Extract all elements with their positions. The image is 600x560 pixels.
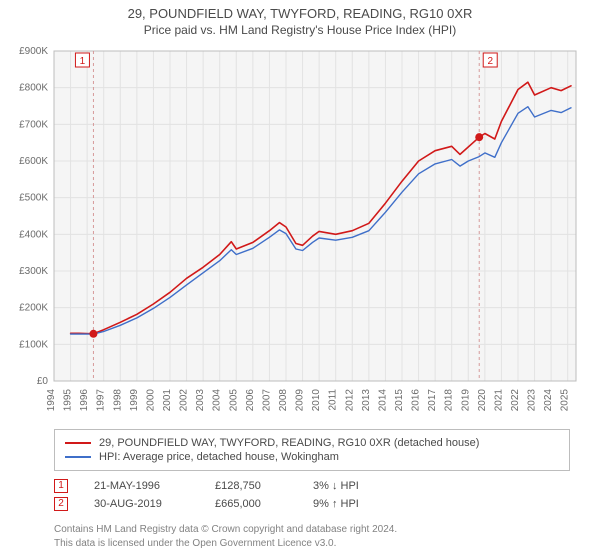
chart-area: £0 £100K £200K £300K £400K £500K £600K £700K £80… [0,41,600,421]
sale-event-date: 30-AUG-2019 [94,498,189,510]
chart-title: 29, POUNDFIELD WAY, TWYFORD, READING, RG… [0,0,600,21]
sale-event-date: 21-MAY-1996 [94,480,189,492]
x-tick-label: 2004 [212,389,223,412]
sale-event-row: 1 21-MAY-1996 £128,750 3% ↓ HPI [54,477,570,495]
y-tick-label: £600K [19,156,48,167]
x-tick-label: 2018 [444,389,455,412]
x-tick-label: 1999 [129,389,140,412]
x-tick-label: 2016 [411,389,422,412]
figure-root: 29, POUNDFIELD WAY, TWYFORD, READING, RG… [0,0,600,560]
legend-label: 29, POUNDFIELD WAY, TWYFORD, READING, RG… [99,437,479,449]
x-tick-label: 1996 [79,389,90,412]
x-tick-label: 2017 [427,389,438,412]
footer-line: Contains HM Land Registry data © Crown c… [54,523,570,537]
x-tick-label: 2000 [145,389,156,412]
legend-swatch [65,456,91,458]
footer-line: This data is licensed under the Open Gov… [54,537,570,551]
x-tick-label: 2021 [493,389,504,412]
x-tick-label: 2003 [195,389,206,412]
attribution-footer: Contains HM Land Registry data © Crown c… [54,523,570,550]
y-tick-label: £0 [37,376,49,387]
x-tick-label: 2025 [560,389,571,412]
x-tick-label: 2015 [394,389,405,412]
y-tick-label: £100K [19,339,48,350]
sale-event-badge: 2 [54,497,68,511]
sale-events-table: 1 21-MAY-1996 £128,750 3% ↓ HPI 2 30-AUG-2019… [54,477,570,513]
y-tick-label: £400K [19,229,48,240]
x-tick-label: 1995 [63,389,74,412]
sale-event-price: £128,750 [215,480,287,492]
y-tick-label: £200K [19,303,48,314]
x-tick-label: 2012 [344,389,355,412]
sale-event-delta: 3% ↓ HPI [313,480,359,492]
x-tick-label: 1997 [96,389,107,412]
x-tick-label: 2001 [162,389,173,412]
x-tick-label: 2011 [328,389,339,411]
x-tick-label: 2006 [245,389,256,412]
x-tick-label: 2024 [543,389,554,412]
y-tick-label: £800K [19,83,48,94]
sale-marker-dot [475,133,483,141]
x-tick-label: 2010 [311,389,322,412]
legend-swatch [65,442,91,444]
sale-event-badge: 1 [54,479,68,493]
x-tick-label: 2022 [510,389,521,412]
x-tick-label: 1998 [112,389,123,412]
y-tick-label: £500K [19,193,48,204]
line-chart-svg: £0 £100K £200K £300K £400K £500K £600K £700K £80… [0,41,600,421]
x-tick-label: 2023 [527,389,538,412]
x-tick-label: 2007 [261,389,272,412]
x-tick-label: 2009 [295,389,306,412]
legend: 29, POUNDFIELD WAY, TWYFORD, READING, RG… [54,429,570,471]
sale-marker-badge-num: 1 [80,56,86,67]
x-tick-label: 1994 [46,389,57,412]
sale-event-row: 2 30-AUG-2019 £665,000 9% ↑ HPI [54,495,570,513]
sale-marker-dot [89,330,97,338]
y-tick-label: £300K [19,266,48,277]
x-tick-label: 2013 [361,389,372,412]
x-tick-label: 2020 [477,389,488,412]
x-tick-label: 2005 [228,389,239,412]
y-tick-label: £900K [19,46,48,57]
x-tick-label: 2019 [460,389,471,412]
sale-event-price: £665,000 [215,498,287,510]
x-tick-label: 2014 [377,389,388,412]
x-tick-label: 2002 [179,389,190,412]
sale-event-delta: 9% ↑ HPI [313,498,359,510]
x-tick-label: 2008 [278,389,289,412]
legend-label: HPI: Average price, detached house, Woki… [99,451,339,463]
y-tick-label: £700K [19,119,48,130]
legend-row: HPI: Average price, detached house, Woki… [65,450,559,464]
chart-subtitle: Price paid vs. HM Land Registry's House … [0,21,600,41]
legend-row: 29, POUNDFIELD WAY, TWYFORD, READING, RG… [65,436,559,450]
sale-marker-badge-num: 2 [487,56,493,67]
